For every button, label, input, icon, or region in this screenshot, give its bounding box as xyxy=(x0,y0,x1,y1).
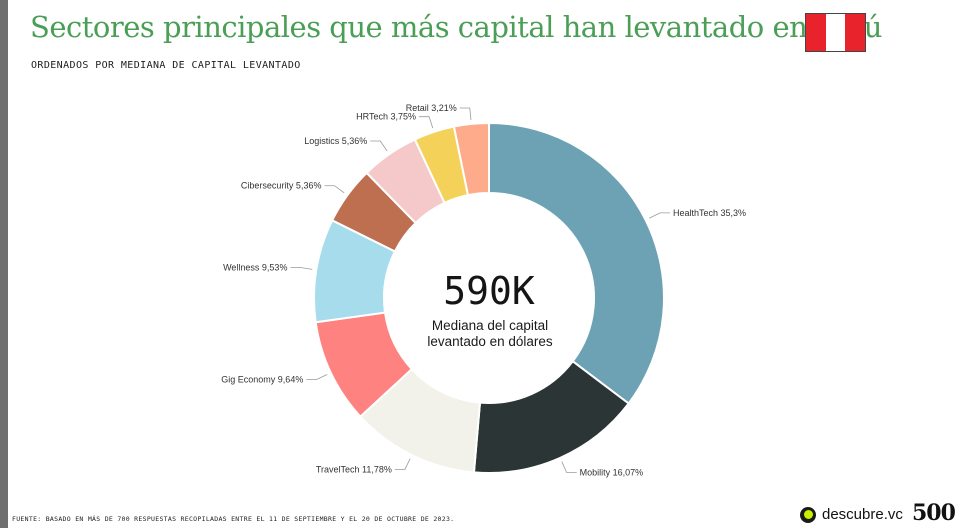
slice-label-logistics: Logistics 5,36% xyxy=(304,136,367,146)
slice-label-retail: Retail 3,21% xyxy=(406,103,457,113)
slice-label-traveltech: TravelTech 11,78% xyxy=(316,464,392,474)
page-subtitle: ORDENADOS POR MEDIANA DE CAPITAL LEVANTA… xyxy=(31,60,301,71)
flag-red-band xyxy=(806,14,826,51)
partner-logo-500: 500 xyxy=(912,500,956,526)
leader-line-cibersecurity xyxy=(324,185,345,194)
peru-flag-icon xyxy=(805,13,866,52)
leader-line-logistics xyxy=(370,140,388,152)
leader-line-hrtech xyxy=(419,116,434,129)
leader-line-healthtech xyxy=(649,212,670,219)
leader-line-retail xyxy=(459,107,472,120)
brand-name: descubre.vc xyxy=(822,506,903,523)
center-label-line1: Mediana del capital xyxy=(432,318,548,333)
source-note: FUENTE: BASADO EN MÁS DE 700 RESPUESTAS … xyxy=(12,515,455,523)
center-value: 590K xyxy=(443,269,535,313)
slice-healthtech xyxy=(488,121,665,405)
page-title: Sectores principales que más capital han… xyxy=(30,10,882,44)
slice-label-hrtech: HRTech 3,75% xyxy=(356,112,416,122)
flag-red-band xyxy=(845,14,866,51)
slice-label-healthtech: HealthTech 35,3% xyxy=(673,208,746,218)
flag-white-band xyxy=(825,14,846,51)
slice-label-gig-economy: Gig Economy 9,64% xyxy=(221,375,303,385)
brand-descubre: descubre.vc xyxy=(800,506,903,523)
slice-label-wellness: Wellness 9,53% xyxy=(223,262,287,272)
slice-label-mobility: Mobility 16,07% xyxy=(580,467,644,477)
center-label-line2: levantado en dólares xyxy=(427,334,553,349)
leader-line-mobility xyxy=(561,461,577,473)
leader-line-gig-economy xyxy=(306,374,328,381)
descubre-logo-icon xyxy=(800,506,816,523)
leader-line-traveltech xyxy=(394,458,411,470)
slice-retail xyxy=(452,121,490,197)
window-edge xyxy=(0,0,8,528)
leader-line-wellness xyxy=(290,267,313,270)
slice-label-cibersecurity: Cibersecurity 5,36% xyxy=(241,181,322,191)
